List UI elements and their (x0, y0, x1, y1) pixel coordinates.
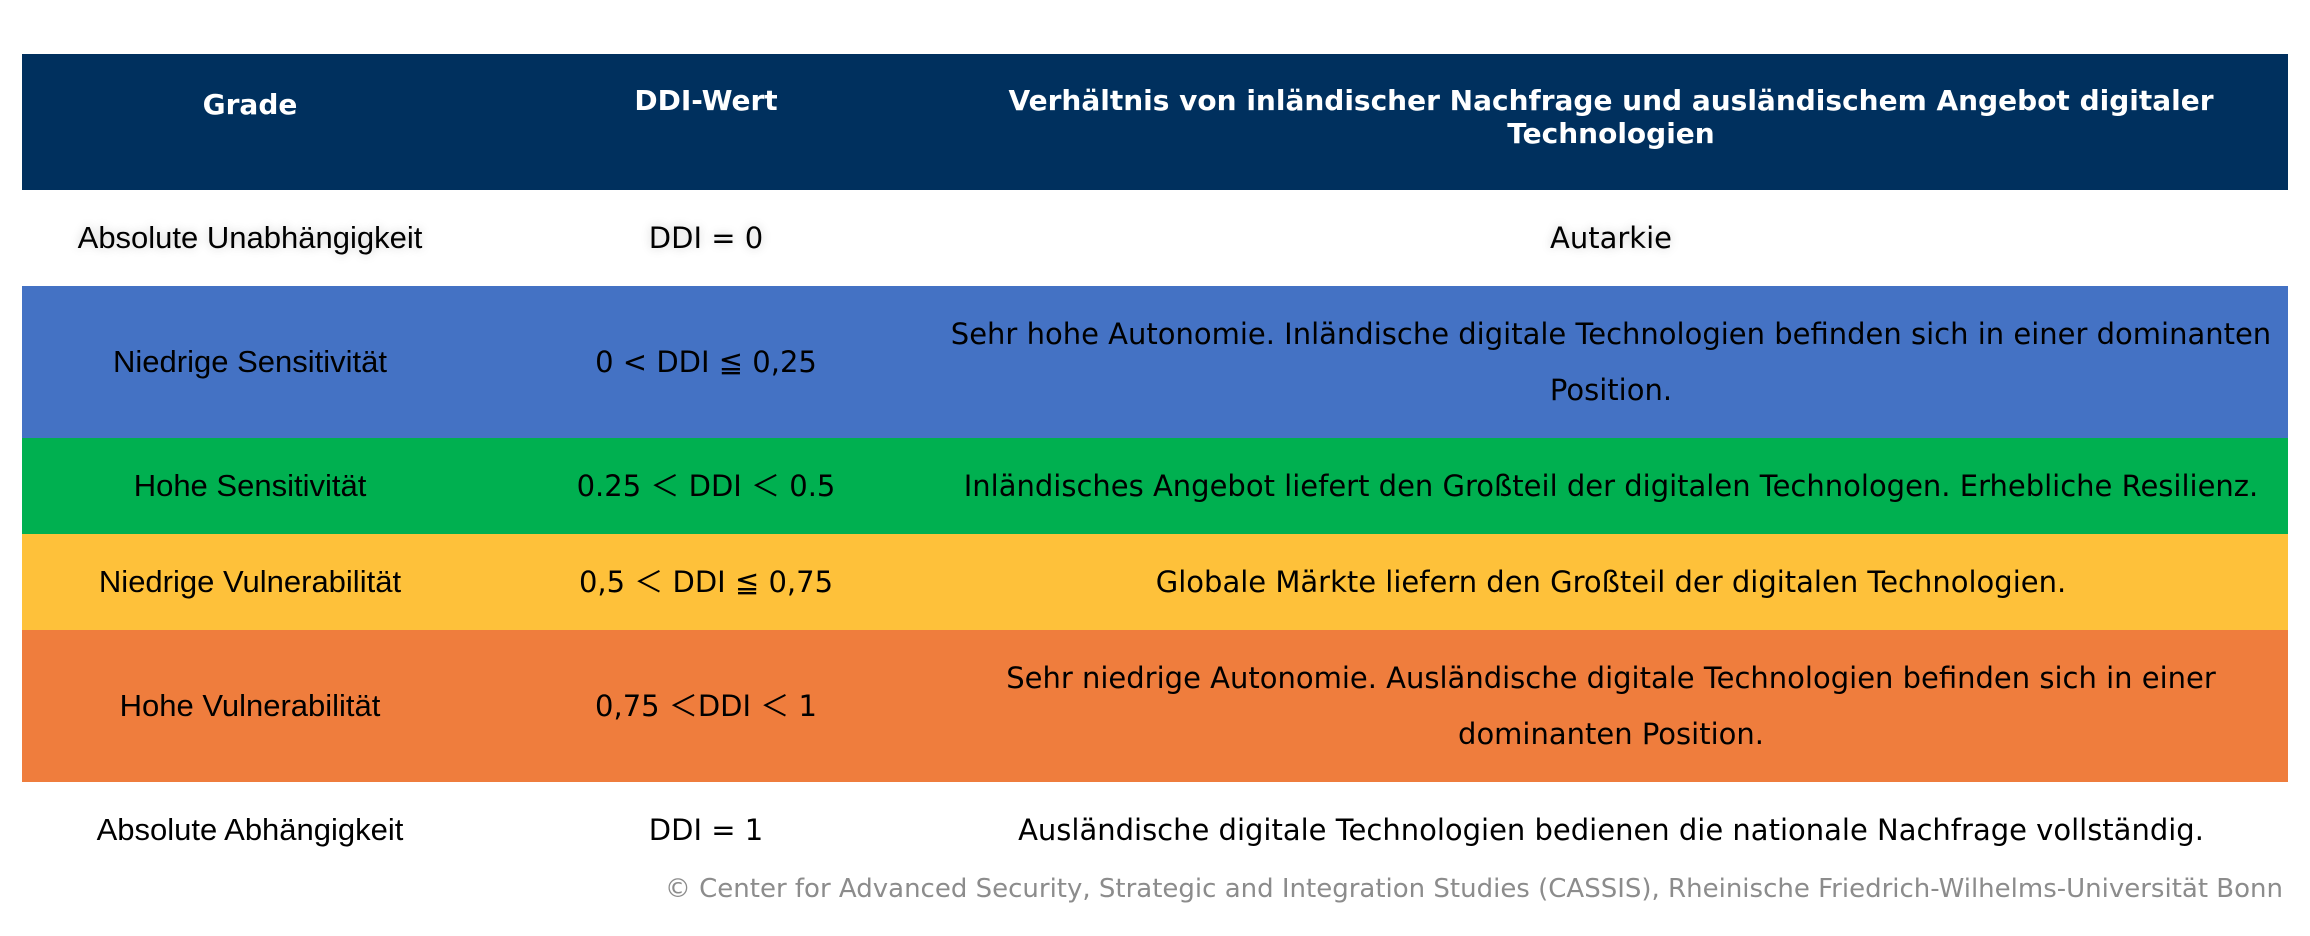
cell-grade: Niedrige Vulnerabilität (22, 534, 478, 630)
header-ddi-value: DDI-Wert (478, 54, 934, 190)
table-row-high-vulnerability: Hohe Vulnerabilität 0,75 ＜DDI ＜ 1 Sehr n… (22, 630, 2288, 782)
table-row-high-sensitivity: Hohe Sensitivität 0.25 ＜ DDI ＜ 0.5 Inlän… (22, 438, 2288, 534)
table-row-low-sensitivity: Niedrige Sensitivität 0 < DDI ≦ 0,25 Seh… (22, 286, 2288, 438)
cell-grade: Absolute Abhängigkeit (22, 782, 478, 878)
ddi-grade-table: Grade DDI-Wert Verhältnis von inländisch… (22, 54, 2288, 878)
cell-ddi-value: 0,5 ＜ DDI ≦ 0,75 (478, 534, 934, 630)
cell-ddi-value: 0,75 ＜DDI ＜ 1 (478, 630, 934, 782)
cell-grade: Niedrige Sensitivität (22, 286, 478, 438)
cell-relation: Globale Märkte liefern den Großteil der … (934, 534, 2288, 630)
cell-relation: Inländisches Angebot liefert den Großtei… (934, 438, 2288, 534)
cell-ddi-value: DDI = 0 (478, 190, 934, 286)
table-row-absolute-independence: Absolute Unabhängigkeit DDI = 0 Autarkie (22, 190, 2288, 286)
cell-ddi-value: 0.25 ＜ DDI ＜ 0.5 (478, 438, 934, 534)
copyright-notice: © Center for Advanced Security, Strategi… (664, 874, 2283, 904)
cell-relation: Ausländische digitale Technologien bedie… (934, 782, 2288, 878)
table-row-absolute-dependence: Absolute Abhängigkeit DDI = 1 Ausländisc… (22, 782, 2288, 878)
table-row-low-vulnerability: Niedrige Vulnerabilität 0,5 ＜ DDI ≦ 0,75… (22, 534, 2288, 630)
header-relation: Verhältnis von inländischer Nachfrage un… (934, 54, 2288, 190)
cell-ddi-value: 0 < DDI ≦ 0,25 (478, 286, 934, 438)
cell-ddi-value: DDI = 1 (478, 782, 934, 878)
cell-relation: Sehr niedrige Autonomie. Ausländische di… (934, 630, 2288, 782)
cell-relation: Autarkie (934, 190, 2288, 286)
table-body: Absolute Unabhängigkeit DDI = 0 Autarkie… (22, 190, 2288, 878)
cell-grade: Hohe Vulnerabilität (22, 630, 478, 782)
header-row: Grade DDI-Wert Verhältnis von inländisch… (22, 54, 2288, 190)
table-header: Grade DDI-Wert Verhältnis von inländisch… (22, 54, 2288, 190)
header-grade: Grade (22, 54, 478, 190)
cell-grade: Absolute Unabhängigkeit (22, 190, 478, 286)
cell-grade: Hohe Sensitivität (22, 438, 478, 534)
cell-relation: Sehr hohe Autonomie. Inländische digital… (934, 286, 2288, 438)
